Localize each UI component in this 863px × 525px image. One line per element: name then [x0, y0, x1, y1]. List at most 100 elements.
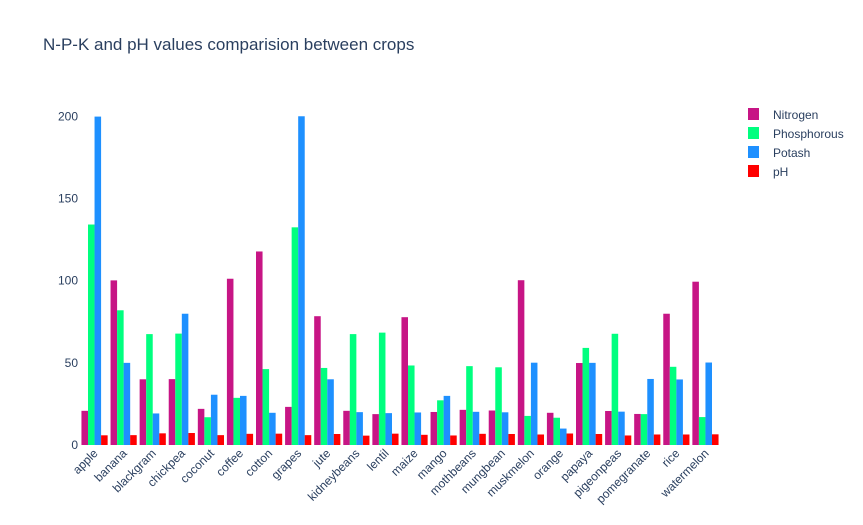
bar-papaya-nitrogen[interactable]	[576, 363, 583, 445]
bar-banana-potash[interactable]	[123, 362, 131, 445]
bar-mothbeans-phosphorous[interactable]	[466, 366, 473, 445]
bar-grapes-phosphorous[interactable]	[291, 227, 299, 445]
bar-muskmelon-ph[interactable]	[537, 434, 544, 445]
bar-apple-ph[interactable]	[101, 435, 108, 445]
bar-rice-phosphorous[interactable]	[669, 366, 677, 445]
bar-blackgram-nitrogen[interactable]	[139, 379, 147, 445]
bar-pigeonpeas-nitrogen[interactable]	[605, 410, 612, 445]
bar-muskmelon-nitrogen[interactable]	[517, 280, 525, 445]
bar-jute-potash[interactable]	[327, 379, 334, 445]
bar-lentil-ph[interactable]	[392, 433, 399, 445]
bar-maize-phosphorous[interactable]	[408, 365, 415, 445]
bar-coconut-nitrogen[interactable]	[197, 408, 205, 445]
bar-watermelon-potash[interactable]	[705, 362, 712, 445]
bar-lentil-potash[interactable]	[385, 413, 392, 445]
bar-mothbeans-potash[interactable]	[472, 411, 480, 445]
bar-cotton-phosphorous[interactable]	[262, 369, 270, 445]
bar-maize-ph[interactable]	[421, 434, 428, 445]
bar-pigeonpeas-ph[interactable]	[624, 435, 632, 445]
bar-pomegranate-phosphorous[interactable]	[640, 414, 648, 445]
bar-pigeonpeas-potash[interactable]	[618, 411, 625, 445]
bar-chickpea-potash[interactable]	[181, 313, 189, 445]
bar-papaya-potash[interactable]	[589, 362, 596, 445]
bar-grapes-nitrogen[interactable]	[285, 406, 292, 445]
bar-lentil-nitrogen[interactable]	[372, 414, 379, 445]
bar-kidneybeans-ph[interactable]	[362, 435, 370, 445]
bar-mungbean-ph[interactable]	[508, 433, 515, 445]
bar-muskmelon-phosphorous[interactable]	[524, 415, 531, 445]
bar-lentil-phosphorous[interactable]	[378, 332, 386, 445]
bar-cotton-nitrogen[interactable]	[256, 251, 263, 445]
legend-swatch	[748, 165, 759, 177]
bar-mungbean-nitrogen[interactable]	[488, 410, 496, 446]
bar-coconut-potash[interactable]	[210, 394, 218, 445]
bar-pomegranate-nitrogen[interactable]	[634, 413, 641, 445]
bar-mango-phosphorous[interactable]	[437, 400, 444, 445]
bar-maize-potash[interactable]	[414, 412, 422, 445]
bar-coconut-ph[interactable]	[217, 435, 224, 445]
bar-group-maize	[401, 317, 428, 445]
bar-pomegranate-potash[interactable]	[647, 378, 654, 445]
bar-apple-nitrogen[interactable]	[81, 410, 88, 445]
bar-orange-phosphorous[interactable]	[553, 417, 560, 445]
legend-item-potash[interactable]: Potash	[748, 146, 810, 160]
bar-group-pigeonpeas	[605, 333, 632, 445]
bar-muskmelon-potash[interactable]	[530, 362, 538, 445]
bar-chickpea-phosphorous[interactable]	[175, 333, 182, 445]
bar-pomegranate-ph[interactable]	[653, 434, 661, 445]
bar-group-coconut	[197, 394, 224, 445]
bar-rice-ph[interactable]	[682, 434, 690, 445]
bar-blackgram-phosphorous[interactable]	[146, 334, 153, 445]
bar-orange-potash[interactable]	[560, 428, 567, 445]
bar-kidneybeans-nitrogen[interactable]	[343, 410, 350, 445]
bar-papaya-ph[interactable]	[595, 433, 603, 445]
bar-banana-nitrogen[interactable]	[110, 280, 118, 445]
bar-grapes-ph[interactable]	[304, 435, 312, 445]
bar-coffee-nitrogen[interactable]	[226, 278, 234, 445]
bar-apple-phosphorous[interactable]	[88, 224, 95, 445]
bars	[81, 116, 719, 446]
bar-orange-nitrogen[interactable]	[546, 412, 554, 445]
bar-rice-nitrogen[interactable]	[663, 313, 670, 445]
bar-grapes-potash[interactable]	[298, 116, 305, 445]
bar-coffee-ph[interactable]	[246, 433, 254, 445]
legend-item-ph[interactable]: pH	[748, 165, 788, 179]
bar-coconut-phosphorous[interactable]	[204, 417, 211, 445]
x-axis: applebananablackgramchickpeacoconutcoffe…	[70, 446, 712, 506]
bar-apple-potash[interactable]	[94, 116, 102, 445]
bar-mungbean-phosphorous[interactable]	[495, 367, 502, 445]
bar-maize-nitrogen[interactable]	[401, 317, 408, 445]
bar-mungbean-potash[interactable]	[501, 412, 509, 445]
bar-jute-ph[interactable]	[333, 433, 341, 445]
bar-blackgram-potash[interactable]	[152, 413, 160, 445]
bar-watermelon-ph[interactable]	[712, 434, 719, 445]
bar-chickpea-ph[interactable]	[188, 433, 195, 445]
bar-banana-ph[interactable]	[130, 435, 137, 445]
bar-mango-potash[interactable]	[443, 395, 451, 445]
bar-coffee-potash[interactable]	[240, 395, 247, 445]
bar-watermelon-nitrogen[interactable]	[692, 281, 699, 445]
bar-orange-ph[interactable]	[566, 433, 574, 446]
x-tick-label: jute	[309, 446, 334, 471]
bar-mothbeans-nitrogen[interactable]	[459, 409, 467, 445]
bar-chickpea-nitrogen[interactable]	[168, 379, 176, 445]
bar-coffee-phosphorous[interactable]	[233, 397, 240, 445]
bar-jute-phosphorous[interactable]	[320, 367, 328, 445]
bar-rice-potash[interactable]	[676, 379, 683, 445]
legend-item-phosphorous[interactable]: Phosphorous	[748, 127, 844, 141]
bar-cotton-potash[interactable]	[269, 412, 276, 445]
bar-mango-ph[interactable]	[450, 435, 457, 445]
bar-watermelon-phosphorous[interactable]	[698, 417, 706, 445]
bar-kidneybeans-potash[interactable]	[356, 412, 363, 445]
bar-mango-nitrogen[interactable]	[430, 411, 438, 445]
bar-banana-phosphorous[interactable]	[117, 310, 124, 445]
legend-item-nitrogen[interactable]: Nitrogen	[748, 108, 818, 122]
bar-mothbeans-ph[interactable]	[479, 433, 486, 445]
bar-papaya-phosphorous[interactable]	[582, 347, 590, 445]
bar-cotton-ph[interactable]	[275, 433, 283, 445]
bar-blackgram-ph[interactable]	[159, 433, 166, 445]
bar-jute-nitrogen[interactable]	[314, 316, 321, 445]
bar-group-muskmelon	[517, 280, 544, 445]
bar-kidneybeans-phosphorous[interactable]	[349, 334, 357, 445]
bar-pigeonpeas-phosphorous[interactable]	[611, 333, 619, 445]
